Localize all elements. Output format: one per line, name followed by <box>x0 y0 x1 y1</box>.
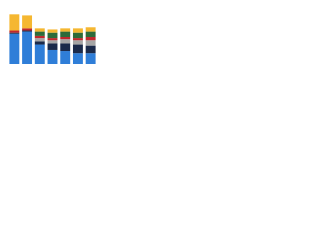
bar-segment <box>9 32 20 34</box>
bar-segment <box>34 41 45 45</box>
bar-segment <box>22 15 33 29</box>
bar-segment <box>60 43 71 52</box>
bar-segment <box>60 39 71 44</box>
bar-segment <box>60 51 71 64</box>
bar-segment <box>72 44 83 54</box>
bar-segment <box>9 30 20 33</box>
bar-segment <box>85 37 96 41</box>
bar-segment <box>34 28 45 32</box>
bar-segment <box>60 37 71 40</box>
bar-segment <box>34 38 45 42</box>
bar-segment <box>34 31 45 36</box>
chart <box>9 14 96 65</box>
bar-segment <box>34 35 45 39</box>
bar-segment <box>85 31 96 37</box>
bar-segment <box>85 40 96 46</box>
bar-segment <box>22 31 33 65</box>
bar-segment <box>9 14 20 31</box>
bar-segment <box>47 43 58 50</box>
bar-segment <box>85 45 96 54</box>
bar-segment <box>22 30 33 32</box>
bar-segment <box>72 40 83 45</box>
bar-segment <box>60 28 71 32</box>
bar-segment <box>22 28 33 31</box>
bar-segment <box>85 53 96 64</box>
bar-segment <box>47 49 58 64</box>
bar-segment <box>47 40 58 44</box>
bar-segment <box>60 31 71 37</box>
bar-segment <box>85 27 96 32</box>
bar-segment <box>72 38 83 41</box>
bar-segment <box>72 32 83 39</box>
bar-segment <box>47 29 58 33</box>
bar-segment <box>47 38 58 41</box>
bar-segment <box>72 53 83 64</box>
bar-segment <box>72 28 83 33</box>
bar-segment <box>34 44 45 64</box>
page: {"chart_data": {"type": "stacked-bar", "… <box>0 0 100 71</box>
bar-segment <box>9 33 20 64</box>
bar-segment <box>47 32 58 39</box>
